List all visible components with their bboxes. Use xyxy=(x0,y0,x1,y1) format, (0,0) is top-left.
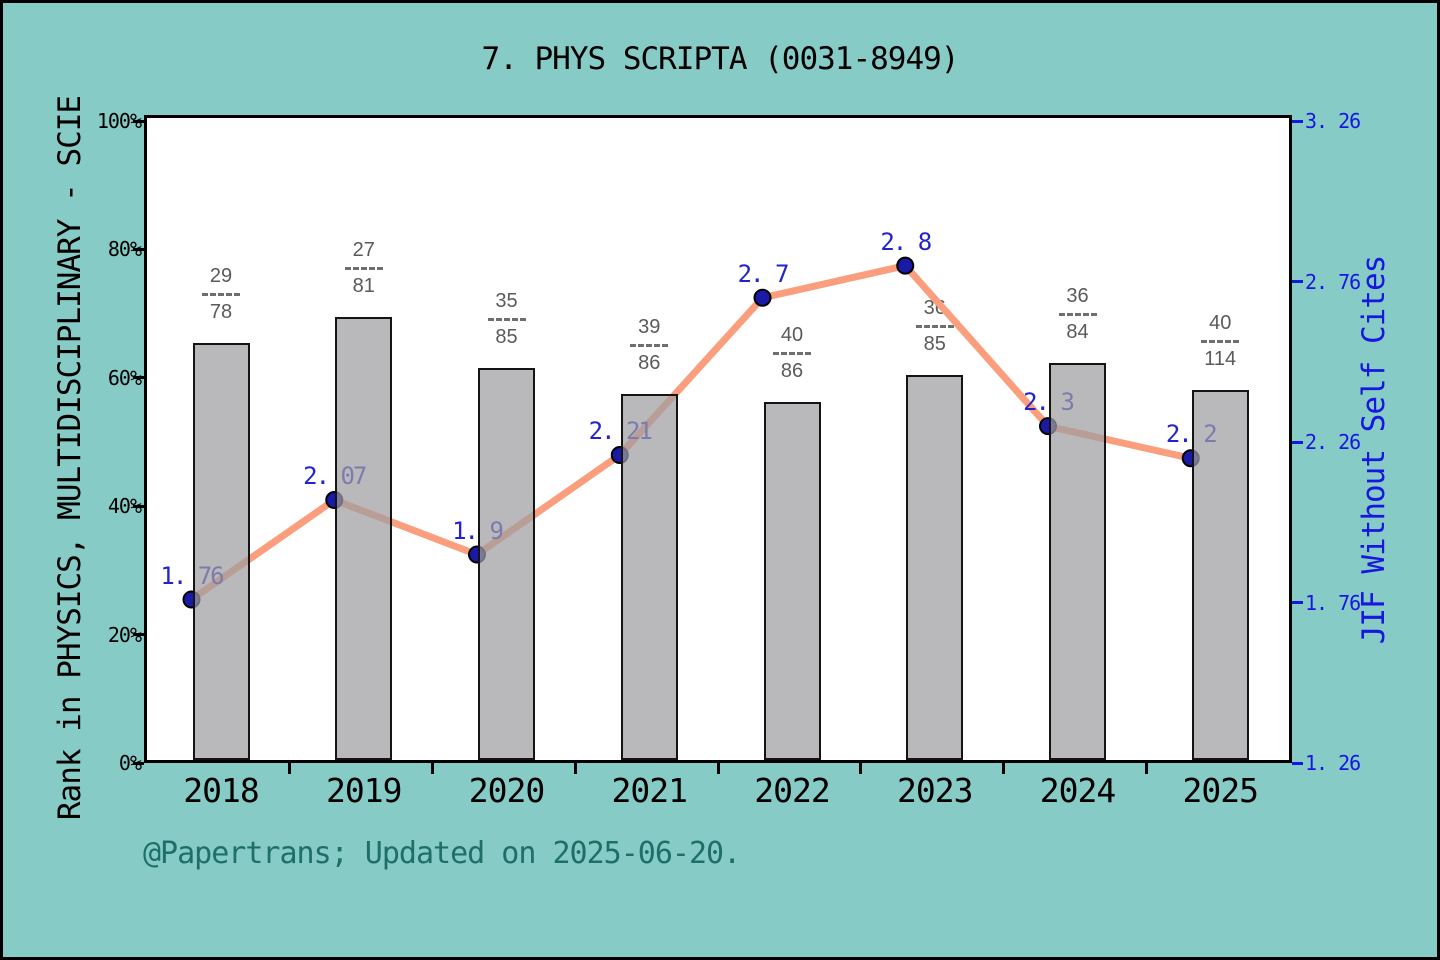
x-axis-tick xyxy=(859,763,863,774)
bar-fraction-label: 36 85 xyxy=(895,297,975,355)
right-axis-tick xyxy=(1292,440,1303,444)
jif-point xyxy=(896,256,915,275)
right-axis-tick xyxy=(1292,761,1303,765)
fraction-denominator: 81 xyxy=(352,275,375,298)
x-tick-label: 2022 xyxy=(754,771,830,810)
fraction-denominator: 86 xyxy=(780,359,804,382)
x-tick-label: 2019 xyxy=(326,771,402,810)
left-axis-tick-label: 0% xyxy=(118,751,142,775)
fraction-numerator: 35 xyxy=(495,289,518,312)
fraction-divider xyxy=(344,267,383,271)
x-axis-tick xyxy=(288,763,292,774)
right-axis-tick-label: 2. 76 xyxy=(1305,269,1361,294)
left-axis-tick-label: 60% xyxy=(107,365,142,390)
fraction-denominator: 114 xyxy=(1204,348,1237,371)
bar xyxy=(192,342,250,760)
left-axis-tick-label: 100% xyxy=(96,109,142,133)
jif-value-label: 2. 7 xyxy=(737,259,790,288)
left-axis-title: Rank in PHYSICS, MULTIDISCIPLINARY - SCI… xyxy=(52,95,88,821)
chart-title: 7. PHYS SCRIPTA (0031-8949) xyxy=(481,41,960,77)
rank-bars-layer xyxy=(147,118,1289,760)
bar xyxy=(906,374,964,760)
jif-point xyxy=(753,288,772,307)
bar xyxy=(1191,390,1249,760)
left-axis-tick xyxy=(133,376,144,380)
x-tick-label: 2024 xyxy=(1039,771,1116,810)
fraction-numerator: 29 xyxy=(209,264,233,287)
fraction-divider xyxy=(1201,340,1240,344)
bar-fraction-label: 35 85 xyxy=(467,289,547,348)
bar xyxy=(1049,363,1106,760)
bar xyxy=(763,401,821,760)
right-axis-tick-label: 1. 26 xyxy=(1305,751,1361,775)
x-axis-tick xyxy=(573,763,577,774)
bar xyxy=(335,317,393,760)
right-axis-tick xyxy=(1292,280,1303,283)
bar-fraction-label: 40 86 xyxy=(752,323,832,382)
fraction-numerator: 40 xyxy=(780,323,804,346)
x-axis-tick xyxy=(716,763,720,774)
x-tick-label: 2018 xyxy=(183,771,259,810)
fraction-divider xyxy=(1058,313,1097,317)
bar-fraction-label: 27 81 xyxy=(324,240,404,297)
fraction-numerator: 40 xyxy=(1209,312,1232,335)
bar-fraction-labels-layer: 29 78 27 81 35 85 39 86 40 86 36 85 36 84 40 114 xyxy=(147,118,1289,760)
fraction-denominator: 86 xyxy=(638,352,661,375)
left-axis-tick-label: 20% xyxy=(107,622,142,647)
fraction-divider xyxy=(202,292,240,296)
fraction-divider xyxy=(915,324,954,328)
bar-fraction-label: 40 114 xyxy=(1180,313,1260,370)
fraction-denominator: 78 xyxy=(209,300,233,323)
fraction-divider xyxy=(773,351,811,355)
fraction-denominator: 85 xyxy=(495,325,518,348)
right-axis-tick-label: 3. 26 xyxy=(1305,109,1361,133)
fraction-divider xyxy=(487,317,526,321)
x-axis-tick xyxy=(431,763,434,774)
x-tick-label: 2023 xyxy=(897,771,973,810)
right-axis-tick-label: 1. 76 xyxy=(1305,590,1361,615)
left-axis-tick xyxy=(133,119,144,123)
left-axis-tick xyxy=(133,761,144,765)
right-axis-tick xyxy=(1292,601,1303,604)
bar-fraction-label: 29 78 xyxy=(181,264,261,323)
bar-fraction-label: 36 84 xyxy=(1038,286,1118,343)
right-axis-tick-label: 2. 26 xyxy=(1305,430,1361,454)
fraction-divider xyxy=(630,344,669,348)
jif-value-label: 2. 8 xyxy=(880,227,932,256)
plot-area: 29 78 27 81 35 85 39 86 40 86 36 85 36 84 40 114 1. 76 2… xyxy=(144,115,1292,763)
left-axis-tick xyxy=(133,633,144,637)
bar xyxy=(478,367,535,760)
bar-fraction-label: 39 86 xyxy=(609,317,689,374)
left-axis-tick-label: 40% xyxy=(107,494,142,519)
x-axis-tick xyxy=(1002,763,1005,774)
x-tick-label: 2020 xyxy=(468,771,545,810)
fraction-numerator: 36 xyxy=(1066,285,1089,308)
x-tick-label: 2021 xyxy=(611,771,688,810)
bar xyxy=(620,394,678,760)
right-axis-tick xyxy=(1292,119,1303,123)
fraction-denominator: 85 xyxy=(923,332,946,355)
left-axis-tick-label: 80% xyxy=(107,237,142,262)
x-tick-label: 2025 xyxy=(1182,771,1259,810)
footer-credit: @Papertrans; Updated on 2025-06-20. xyxy=(143,836,741,871)
fraction-numerator: 39 xyxy=(638,316,661,339)
fraction-denominator: 84 xyxy=(1066,321,1089,344)
x-axis-tick xyxy=(1144,763,1148,774)
left-axis-tick xyxy=(133,504,144,508)
fraction-numerator: 27 xyxy=(352,239,375,262)
left-axis-tick xyxy=(133,247,144,251)
